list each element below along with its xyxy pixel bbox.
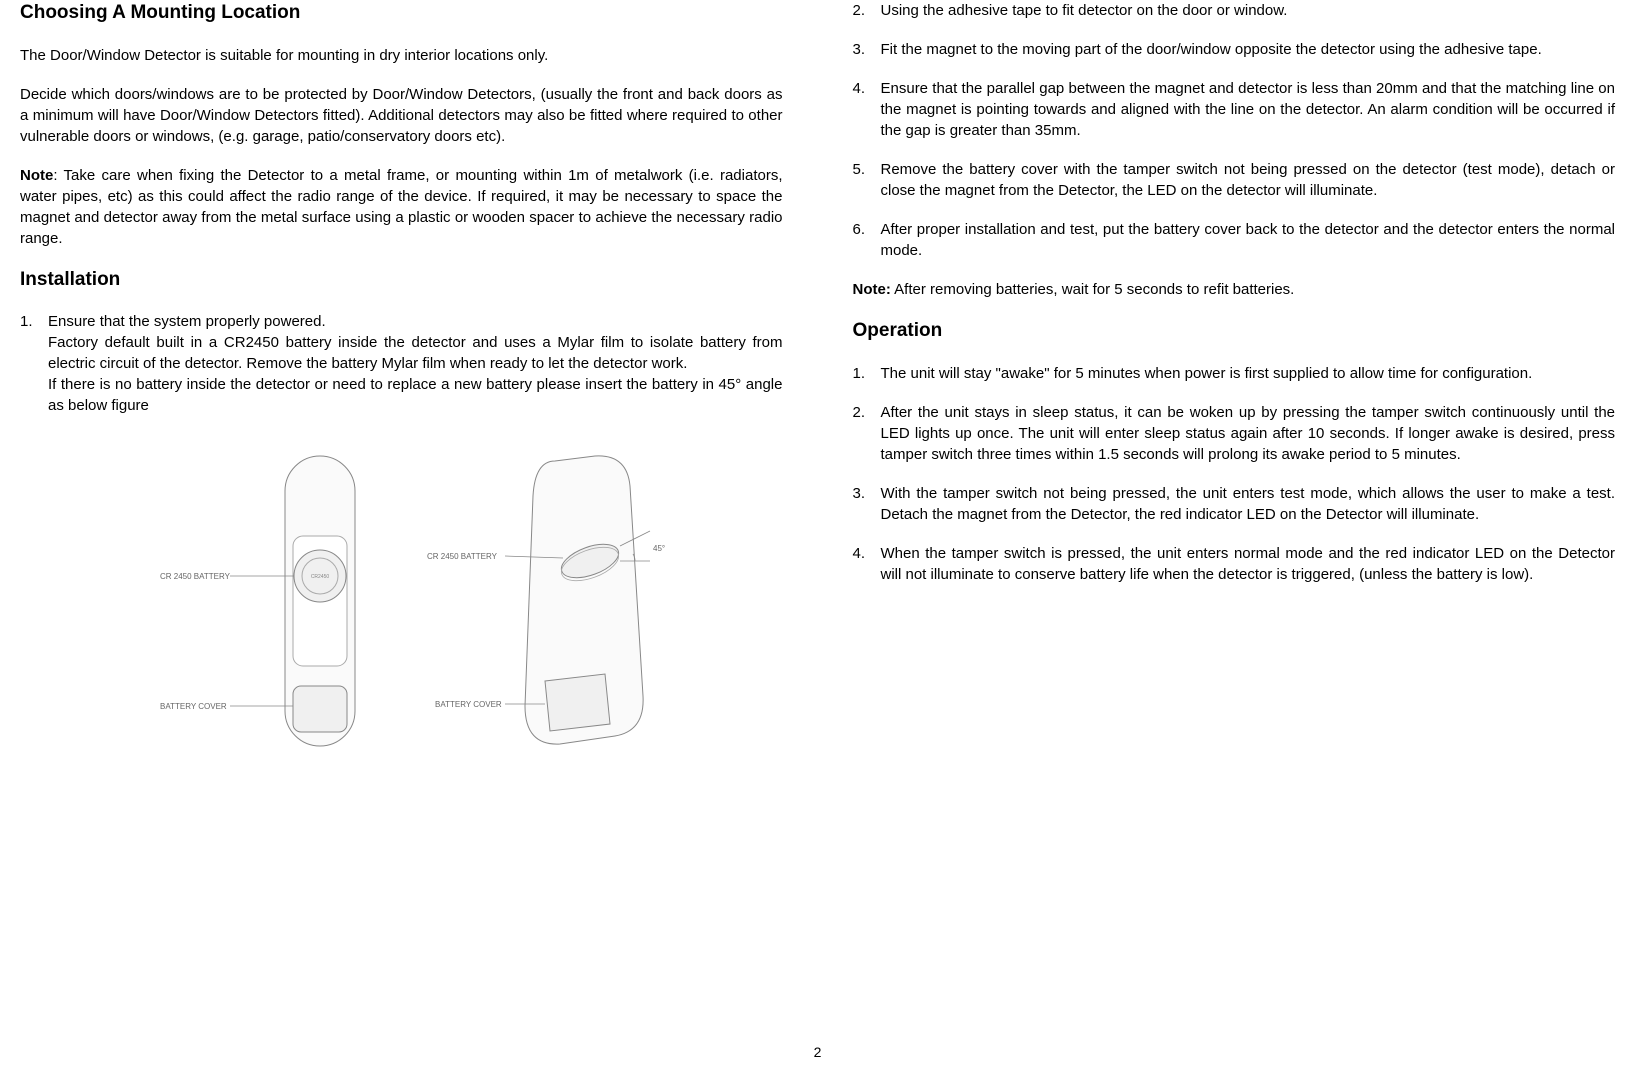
heading-mounting: Choosing A Mounting Location — [20, 0, 783, 27]
list-number: 1. — [853, 363, 881, 384]
label-cover: BATTERY COVER — [160, 702, 227, 711]
list-number: 3. — [853, 39, 881, 60]
battery-figures: CR2450 CR 2450 BATTERY BATTERY COVER — [20, 446, 783, 756]
left-column: Choosing A Mounting Location The Door/Wi… — [20, 0, 783, 756]
install-1a: Ensure that the system properly powered. — [48, 313, 326, 330]
install-item-3: 3. Fit the magnet to the moving part of … — [853, 39, 1616, 60]
install-1c: If there is no battery inside the detect… — [48, 376, 783, 414]
figure-angle: 45° CR 2450 BATTERY BATTERY COVER — [415, 446, 675, 756]
install-item-5: 5. Remove the battery cover with the tam… — [853, 159, 1616, 201]
battery-angle-svg: 45° CR 2450 BATTERY BATTERY COVER — [415, 446, 675, 756]
note-label: Note — [20, 167, 53, 184]
figure-front: CR2450 CR 2450 BATTERY BATTERY COVER — [155, 446, 385, 756]
install-item-6: 6. After proper installation and test, p… — [853, 219, 1616, 261]
svg-text:CR2450: CR2450 — [311, 574, 330, 580]
op-item-1: 1. The unit will stay "awake" for 5 minu… — [853, 363, 1616, 384]
heading-operation: Operation — [853, 318, 1616, 345]
list-number: 1. — [20, 311, 48, 416]
right-column: 2. Using the adhesive tape to fit detect… — [853, 0, 1616, 756]
install-list-right: 2. Using the adhesive tape to fit detect… — [853, 0, 1616, 261]
para-mounting-2: Decide which doors/windows are to be pro… — [20, 84, 783, 147]
label-cover-2: BATTERY COVER — [435, 700, 502, 709]
note-text: : Take care when fixing the Detector to … — [20, 167, 783, 247]
note-label-2: Note: — [853, 281, 891, 298]
list-number: 2. — [853, 402, 881, 465]
note-text-2: After removing batteries, wait for 5 sec… — [891, 281, 1295, 298]
para-note-batteries: Note: After removing batteries, wait for… — [853, 279, 1616, 300]
heading-installation: Installation — [20, 267, 783, 294]
install-1b: Factory default built in a CR2450 batter… — [48, 334, 783, 372]
install-item-1: 1. Ensure that the system properly power… — [20, 311, 783, 416]
op-item-2: 2. After the unit stays in sleep status,… — [853, 402, 1616, 465]
para-mounting-1: The Door/Window Detector is suitable for… — [20, 45, 783, 66]
install-item-4: 4. Ensure that the parallel gap between … — [853, 78, 1616, 141]
para-mounting-note: Note: Take care when fixing the Detector… — [20, 165, 783, 249]
operation-list: 1. The unit will stay "awake" for 5 minu… — [853, 363, 1616, 585]
install-item-2: 2. Using the adhesive tape to fit detect… — [853, 0, 1616, 21]
label-battery-2: CR 2450 BATTERY — [427, 552, 498, 561]
list-number: 6. — [853, 219, 881, 261]
page-number: 2 — [814, 1043, 822, 1063]
op-item-3: 3. With the tamper switch not being pres… — [853, 483, 1616, 525]
list-number: 2. — [853, 0, 881, 21]
install-list-left: 1. Ensure that the system properly power… — [20, 311, 783, 416]
list-number: 5. — [853, 159, 881, 201]
list-number: 3. — [853, 483, 881, 525]
list-number: 4. — [853, 78, 881, 141]
label-battery: CR 2450 BATTERY — [160, 572, 231, 581]
list-number: 4. — [853, 543, 881, 585]
battery-front-svg: CR2450 CR 2450 BATTERY BATTERY COVER — [155, 446, 385, 756]
label-angle: 45° — [653, 544, 665, 553]
op-item-4: 4. When the tamper switch is pressed, th… — [853, 543, 1616, 585]
